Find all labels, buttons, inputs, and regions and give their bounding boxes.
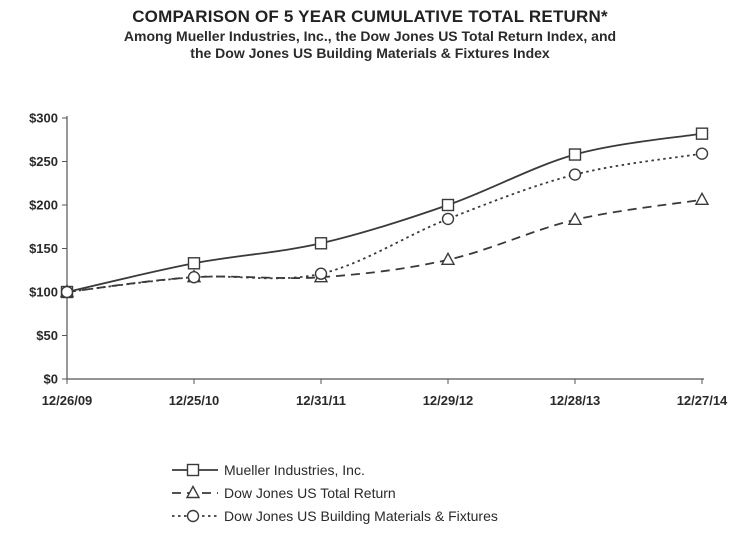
legend-marker-2 [185, 485, 201, 499]
series-line-1 [66, 132, 703, 293]
legend-label-1: Mueller Industries, Inc. [224, 462, 365, 478]
data-point [694, 191, 710, 205]
data-point [441, 212, 455, 226]
data-point [568, 168, 582, 181]
data-point [695, 127, 709, 140]
data-point [314, 267, 328, 280]
x-tick-label: 12/27/14 [677, 393, 728, 408]
data-point [60, 285, 74, 299]
series-line-2 [66, 198, 703, 293]
legend-label-2: Dow Jones US Total Return [224, 485, 396, 501]
x-tick-label: 12/28/13 [550, 393, 601, 408]
data-point [314, 237, 328, 250]
x-tick-label: 12/31/11 [296, 393, 346, 408]
y-tick-label: $0 [44, 372, 58, 387]
x-tick-label: 12/29/12 [423, 393, 474, 408]
x-tick-labels: 12/26/09 12/25/10 12/31/11 12/29/12 12/28/13… [42, 393, 728, 408]
axes [62, 116, 704, 384]
series-lines [66, 132, 703, 293]
data-point [441, 198, 455, 212]
data-point [568, 148, 582, 161]
y-tick-label: $200 [29, 198, 58, 213]
x-tick-label: 12/25/10 [169, 393, 220, 408]
chart-titles: COMPARISON OF 5 YEAR CUMULATIVE TOTAL RE… [0, 4, 740, 62]
y-tick-label: $250 [29, 154, 58, 169]
data-point [695, 147, 709, 160]
chart-title: COMPARISON OF 5 YEAR CUMULATIVE TOTAL RE… [132, 7, 608, 26]
legend: Mueller Industries, Inc. Dow Jones US Tot… [172, 462, 498, 524]
y-tick-label: $50 [36, 328, 58, 343]
data-point [187, 257, 201, 270]
y-tick-label: $300 [29, 111, 58, 126]
chart-subtitle-line-1: Among Mueller Industries, Inc., the Dow … [123, 28, 617, 44]
y-tick-label: $150 [29, 241, 58, 256]
chart-subtitle-line-2: the Dow Jones US Building Materials & Fi… [190, 45, 550, 61]
y-tick-label: $100 [29, 285, 58, 300]
data-point [567, 211, 583, 225]
legend-marker-3 [186, 509, 200, 523]
y-tick-labels: $0 $50 $100 $150 $200 $250 $300 [29, 111, 58, 387]
legend-label-3: Dow Jones US Building Materials & Fixtur… [224, 508, 498, 524]
data-point [440, 251, 456, 266]
data-point [187, 271, 201, 284]
series-markers [59, 127, 710, 299]
x-tick-label: 12/26/09 [42, 393, 93, 408]
legend-marker-1 [186, 463, 200, 477]
